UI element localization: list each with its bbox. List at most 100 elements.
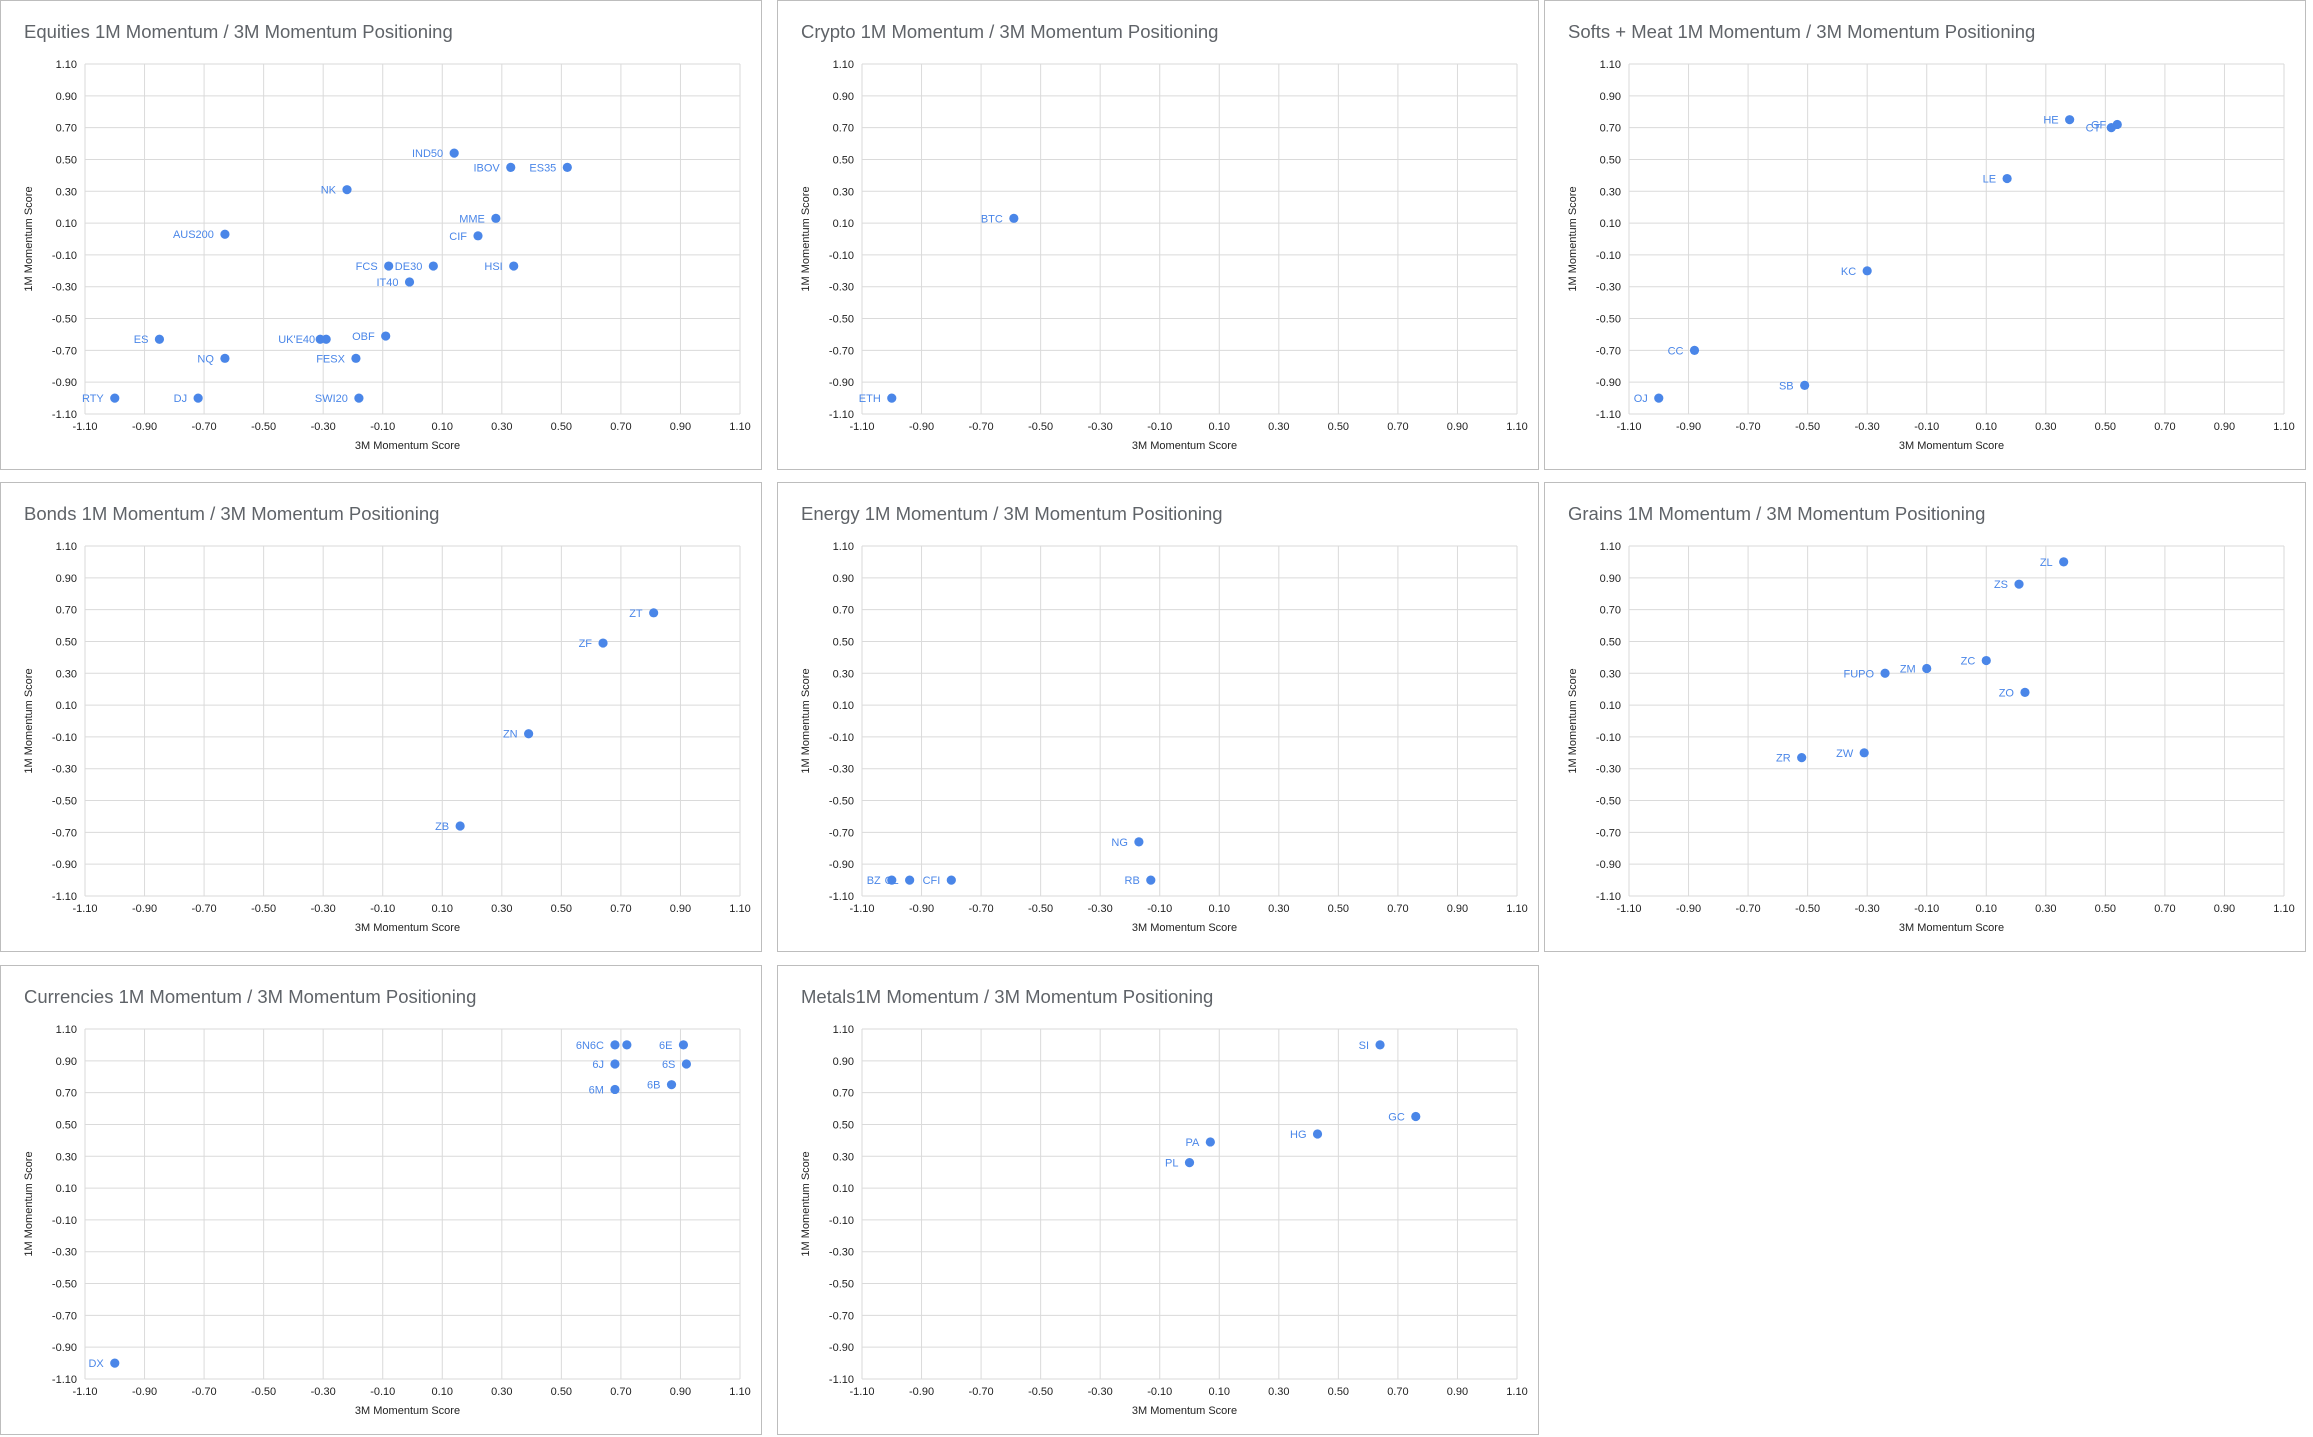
chart-title: Metals1M Momentum / 3M Momentum Position…	[801, 986, 1214, 1007]
y-tick-label: -0.70	[52, 1310, 77, 1322]
x-tick-label: -0.70	[1736, 903, 1761, 915]
x-tick-label: 0.70	[1387, 903, 1408, 915]
x-tick-label: 0.70	[1387, 421, 1408, 433]
data-point	[473, 231, 483, 241]
y-tick-label: -0.90	[1596, 377, 1621, 389]
x-tick-label: 0.30	[1268, 421, 1289, 433]
data-label: CFI	[923, 875, 941, 887]
x-tick-label: -0.70	[969, 903, 994, 915]
y-tick-label: -0.90	[52, 377, 77, 389]
y-tick-label: -0.10	[52, 250, 77, 262]
y-axis-title: 1M Momentum Score	[23, 186, 35, 291]
y-tick-label: -0.30	[52, 282, 77, 294]
y-tick-label: -0.50	[1596, 796, 1621, 808]
data-point	[610, 1059, 620, 1069]
data-point	[946, 875, 956, 885]
x-tick-label: 0.30	[2035, 421, 2056, 433]
chart-panel-metals: Metals1M Momentum / 3M Momentum Position…	[777, 965, 1539, 1435]
x-tick-label: 0.10	[1209, 421, 1230, 433]
data-label: OBF	[352, 331, 375, 343]
y-tick-label: -0.90	[52, 1342, 77, 1354]
data-label: ZC	[1961, 656, 1976, 668]
data-label: FESX	[316, 353, 345, 365]
y-axis-title: 1M Momentum Score	[1567, 186, 1579, 291]
x-axis-title: 3M Momentum Score	[355, 922, 460, 934]
x-tick-label: -0.30	[1088, 421, 1113, 433]
y-tick-label: -0.10	[52, 732, 77, 744]
x-tick-label: 1.10	[1506, 903, 1527, 915]
data-label: PA	[1185, 1137, 1200, 1149]
x-tick-label: 0.30	[491, 903, 512, 915]
data-label: 6J	[592, 1059, 604, 1071]
scatter-chart-currencies: -1.10 -0.90 -0.70 -0.50 -0.30 -0.10 0.10 0.30 0.…	[23, 1024, 751, 1417]
y-tick-label: -0.30	[1596, 764, 1621, 776]
data-label: ZM	[1900, 664, 1916, 676]
y-tick-label: 0.70	[56, 605, 77, 617]
data-point	[220, 353, 230, 363]
chart-panel-grains: Grains 1M Momentum / 3M Momentum Positio…	[1544, 482, 2306, 952]
data-label: RTY	[82, 393, 104, 405]
data-label: 6S	[662, 1059, 675, 1071]
data-label: ES35	[529, 162, 556, 174]
x-tick-label: -1.10	[72, 1386, 97, 1398]
data-label: NQ	[197, 353, 214, 365]
y-tick-label: -0.70	[1596, 345, 1621, 357]
x-tick-label: -0.30	[1855, 903, 1880, 915]
data-label: OJ	[1634, 393, 1648, 405]
x-tick-label: 0.10	[1976, 421, 1997, 433]
data-label: UK'E40	[278, 334, 315, 346]
y-tick-label: 1.10	[56, 1024, 77, 1036]
x-tick-label: -0.10	[1147, 421, 1172, 433]
data-point	[1922, 663, 1932, 674]
x-tick-label: 0.90	[670, 1386, 691, 1398]
x-tick-label: -0.50	[251, 421, 276, 433]
y-tick-label: -1.10	[52, 891, 77, 903]
data-point	[1859, 748, 1869, 758]
data-point	[1411, 1111, 1421, 1122]
scatter-chart-equities: -1.10 -0.90 -0.70 -0.50 -0.30 -0.10 0.10 0.30 0.…	[23, 59, 751, 452]
x-tick-label: -0.50	[1795, 903, 1820, 915]
data-point	[1312, 1129, 1323, 1139]
data-label: CT	[2086, 123, 2101, 135]
x-axis-title: 3M Momentum Score	[1899, 440, 2004, 452]
data-label: CL	[885, 875, 899, 887]
y-tick-label: 0.90	[1600, 573, 1621, 585]
x-tick-label: -1.10	[72, 421, 97, 433]
y-tick-label: -0.70	[1596, 827, 1621, 839]
x-tick-label: 0.10	[432, 1386, 453, 1398]
x-tick-label: 0.90	[1447, 421, 1468, 433]
data-point	[455, 821, 465, 831]
data-point	[887, 875, 897, 885]
data-point	[354, 393, 364, 403]
x-tick-label: 0.50	[551, 903, 572, 915]
x-tick-label: -1.10	[849, 421, 874, 433]
y-tick-label: 0.30	[56, 186, 77, 198]
y-tick-label: 0.10	[833, 1183, 854, 1195]
y-tick-label: 0.50	[833, 1119, 854, 1131]
y-tick-label: -0.10	[829, 732, 854, 744]
x-tick-label: -0.30	[311, 903, 336, 915]
y-tick-label: 0.50	[56, 1119, 77, 1131]
x-tick-label: 1.10	[729, 903, 750, 915]
y-tick-label: -0.70	[52, 827, 77, 839]
y-tick-label: -0.10	[1596, 250, 1621, 262]
data-point	[622, 1040, 632, 1050]
data-point	[2106, 123, 2116, 133]
data-point	[342, 185, 352, 195]
data-point	[1862, 266, 1872, 276]
x-tick-label: -0.50	[1028, 421, 1053, 433]
x-tick-label: -0.30	[1855, 421, 1880, 433]
data-label: HSI	[484, 261, 502, 273]
data-label: ZO	[1999, 687, 2015, 699]
y-tick-label: 0.30	[56, 1151, 77, 1163]
x-tick-label: 0.50	[551, 1386, 572, 1398]
data-point	[610, 1040, 620, 1050]
y-tick-label: 0.10	[56, 1183, 77, 1195]
y-tick-label: 0.50	[833, 636, 854, 648]
data-point	[598, 638, 608, 648]
y-tick-label: -0.30	[829, 1247, 854, 1259]
y-axis-title: 1M Momentum Score	[1567, 668, 1579, 773]
scatter-chart-metals: -1.10 -0.90 -0.70 -0.50 -0.30 -0.10 0.10 0.30 0.…	[800, 1024, 1528, 1417]
chart-panel-energy: Energy 1M Momentum / 3M Momentum Positio…	[777, 482, 1539, 952]
chart-title: Grains 1M Momentum / 3M Momentum Positio…	[1568, 503, 1986, 524]
